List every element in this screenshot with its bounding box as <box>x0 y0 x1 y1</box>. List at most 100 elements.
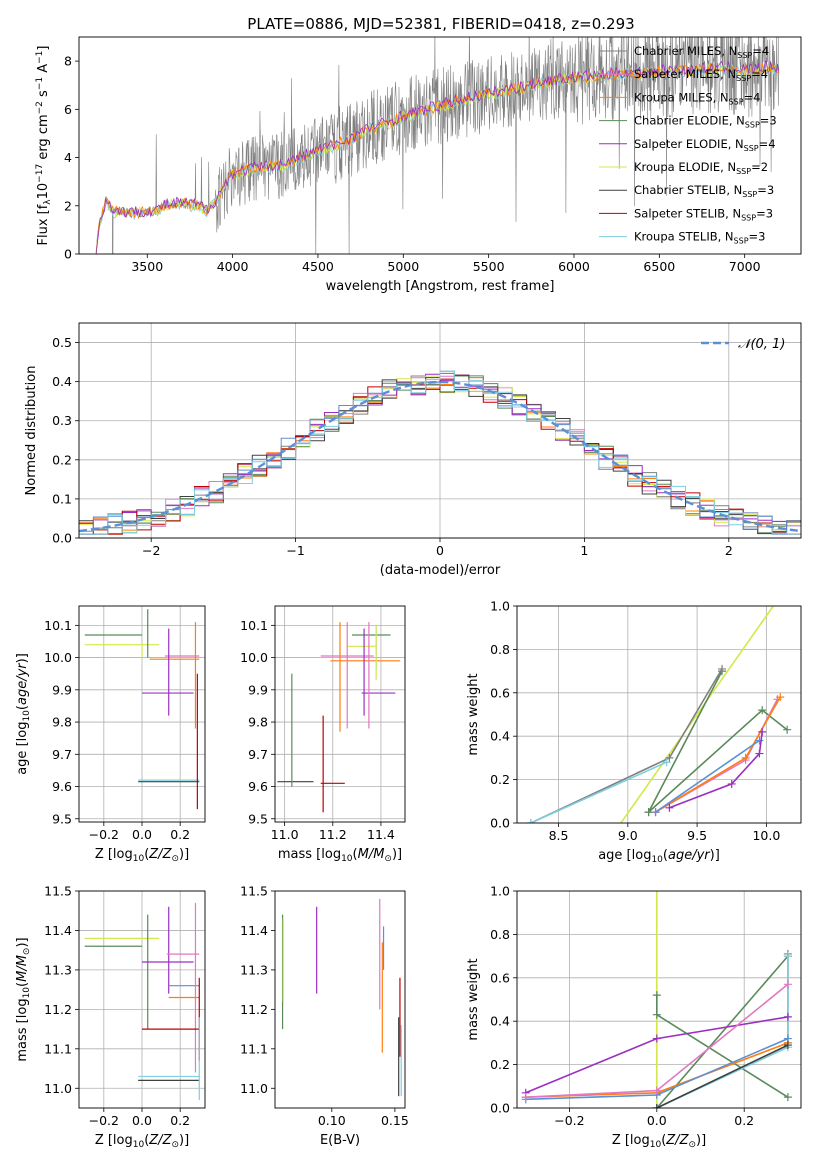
spectrum-xtick-label: 4000 <box>217 259 249 274</box>
xlabel-part: Z [log <box>612 1133 650 1148</box>
mass-vs-metallicity-xtick-label: −0.2 <box>89 1113 119 1128</box>
legend-label-part: Chabrier MILES, N <box>634 44 737 58</box>
weight-vs-metallicity-marker <box>783 980 792 989</box>
spectrum-legend-label: Kroupa MILES, NSSP=4 <box>634 90 760 106</box>
mass-vs-ebv-axes: 0.10 0.15 11.0 11.1 11.2 11.3 11.4 11.5 <box>240 884 409 1129</box>
weight-vs-metallicity-marker <box>652 991 661 1000</box>
spectrum-xtick-label: 3500 <box>131 259 163 274</box>
residuals-xtick-label: −2 <box>142 543 160 558</box>
age-vs-mass-ytick-label: 10.0 <box>240 650 268 665</box>
weight-vs-metallicity-ytick-label: 0.6 <box>490 970 510 985</box>
ylabel-part: Flux [f <box>36 204 51 245</box>
weight-vs-age-marker <box>526 819 535 823</box>
weight-vs-metallicity-marker <box>652 1010 661 1019</box>
spectrum-legend-label: Salpeter ELODIE, NSSP=4 <box>634 137 776 153</box>
ylabel-part: −1 <box>35 77 45 90</box>
weight-vs-age-series-line <box>620 606 774 823</box>
xlabel-part: ⊙ <box>171 1140 179 1150</box>
weight-vs-age-ytick-label: 0.2 <box>490 772 510 787</box>
age-vs-mass-xlabel: mass [log10(M/M⊙)] <box>278 847 402 864</box>
mass-vs-metallicity-ytick-label: 11.0 <box>44 1081 72 1096</box>
weight-vs-metallicity-marker <box>652 1086 661 1095</box>
ylabel-part: −17 <box>35 164 45 183</box>
mass-vs-metallicity-ytick-label: 11.4 <box>44 923 72 938</box>
xlabel-part: Z/Z <box>665 1133 689 1148</box>
legend-label-part: SSP <box>741 213 756 222</box>
spectrum-xtick-label: 7000 <box>729 259 761 274</box>
weight-vs-metallicity-ytick-label: 0.2 <box>490 1057 510 1072</box>
age-vs-metallicity-xtick-label: 0.2 <box>170 827 190 842</box>
legend-label-part: Kroupa MILES, N <box>634 90 729 104</box>
weight-vs-age-series-line <box>647 670 723 813</box>
age-vs-mass-ytick-label: 9.6 <box>248 779 268 794</box>
residuals-ytick-label: 0.5 <box>52 335 72 350</box>
residuals-xtick-label: 0 <box>436 543 444 558</box>
mass-vs-ebv-ytick-label: 11.2 <box>240 1002 268 1017</box>
weight-vs-age-marker <box>758 727 767 736</box>
weight-vs-metallicity-xtick-label: −0.2 <box>554 1113 584 1128</box>
label-part: mass [log <box>15 998 30 1061</box>
spectrum-ytick-label: 4 <box>64 150 72 165</box>
xlabel-part: 10 <box>650 1140 662 1150</box>
age-vs-metallicity-xlabel: Z [log10(Z/Z⊙)] <box>95 847 189 864</box>
weight-vs-metallicity-marker <box>652 1034 661 1043</box>
mass-vs-metallicity-frame <box>78 890 206 1109</box>
label-part: ( <box>353 847 358 862</box>
mass-vs-metallicity-xlabel: Z [log10(Z/Z⊙)] <box>95 1133 189 1150</box>
age-vs-metallicity-ylabel: age [log10(age/yr)] <box>15 653 32 775</box>
weight-vs-metallicity-xlabel: Z [log10(Z/Z⊙)] <box>612 1133 706 1150</box>
spectrum-xlabel: wavelength [Angstrom, rest frame] <box>326 279 555 294</box>
age-vs-mass-ytick-label: 9.5 <box>248 811 268 826</box>
mass-vs-ebv-ytick-label: 11.1 <box>240 1041 268 1056</box>
weight-vs-age-series-line <box>530 668 723 823</box>
weight-vs-metallicity-marker <box>783 1093 792 1102</box>
age-vs-metallicity-frame <box>78 605 206 823</box>
label-part: )] <box>710 848 720 863</box>
spectrum-legend-label: Chabrier MILES, NSSP=4 <box>634 44 769 60</box>
label-part: ( <box>15 705 30 710</box>
age-vs-mass-xtick-label: 11.2 <box>319 827 347 842</box>
legend-label-part: =4 <box>751 67 768 81</box>
spectrum-axes: 3500 4000 4500 5000 5500 6000 6500 7000 0 2 4 6 8 <box>64 54 761 274</box>
label-part: )] <box>15 653 30 663</box>
label-part: )] <box>15 937 30 947</box>
figure-title: PLATE=0886, MJD=52381, FIBERID=0418, z=0… <box>247 15 634 33</box>
age-vs-mass-ytick-label: 9.7 <box>248 747 268 762</box>
label-part: 10 <box>651 855 663 865</box>
weight-vs-age-series-line <box>669 731 763 809</box>
weight-vs-age-series-line <box>655 696 781 813</box>
mass-vs-metallicity-ytick-label: 11.3 <box>44 962 72 977</box>
weight-vs-age-xtick-label: 8.5 <box>549 828 569 843</box>
plots-layer: 3500 4000 4500 5000 5500 6000 6500 7000 0 2 4 6 8 wav… <box>15 36 802 1150</box>
weight-vs-age-xlabel: age [log10(age/yr)] <box>598 848 720 865</box>
label-part: age/yr <box>668 848 711 863</box>
label-part: M/M <box>15 955 30 982</box>
xlabel-part: )] <box>696 1133 706 1148</box>
spectrum-legend-label: Kroupa ELODIE, NSSP=2 <box>634 160 768 176</box>
label-part: age [log <box>15 722 30 775</box>
legend-label-part: =3 <box>756 206 773 220</box>
legend-label-part: Chabrier STELIB, N <box>634 183 742 197</box>
age-vs-mass-ytick-label: 10.1 <box>240 618 268 633</box>
weight-vs-age-marker <box>644 808 653 817</box>
xlabel-part: )] <box>179 1133 189 1148</box>
mass-vs-metallicity-xtick-label: 0.0 <box>132 1113 152 1128</box>
age-vs-mass-ytick-label: 9.9 <box>248 682 268 697</box>
weight-vs-age-marker <box>776 693 785 702</box>
mass-vs-ebv-ytick-label: 11.4 <box>240 923 268 938</box>
mass-vs-metallicity-axes: −0.2 0.0 0.2 11.0 11.1 11.2 11.3 11.4 11.5 <box>44 884 205 1128</box>
spectrum-legend-label: Chabrier ELODIE, NSSP=3 <box>634 114 777 130</box>
spectrum-legend-label: Chabrier STELIB, NSSP=3 <box>634 183 774 199</box>
residuals-ytick-label: 0.0 <box>52 531 72 546</box>
label-part: mass [log <box>278 847 341 862</box>
spectrum-ylabel: Flux [fλ10−17 erg cm−2 s−1 A−1] <box>35 46 53 246</box>
residual-histogram-step <box>79 381 801 535</box>
residuals-xtick-label: 1 <box>580 543 588 558</box>
legend-label-part: SSP <box>729 97 744 106</box>
ylabel-part: erg cm <box>36 114 51 163</box>
age-vs-metallicity-ytick-label: 10.0 <box>44 650 72 665</box>
weight-vs-age-marker <box>718 664 727 673</box>
weight-vs-metallicity-xtick-label: 0.0 <box>647 1113 667 1128</box>
weight-vs-age-marker <box>665 803 674 812</box>
